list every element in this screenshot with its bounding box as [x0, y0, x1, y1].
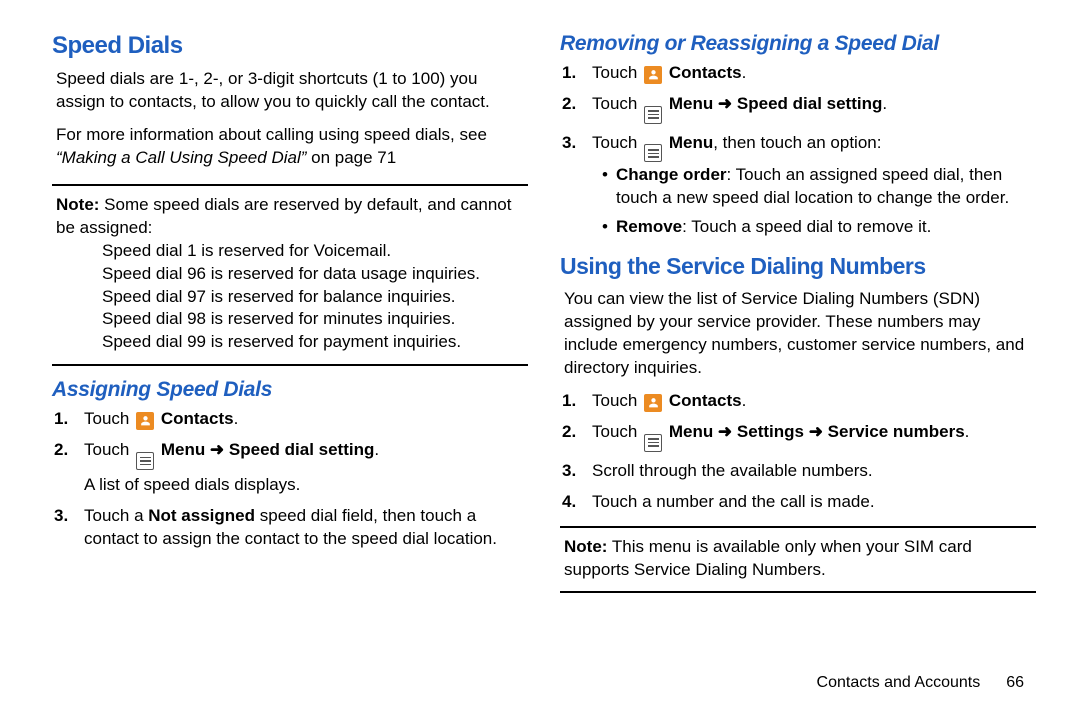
assign-steps: 1. Touch Contacts. 2. Touch Menu ➜ Speed…: [52, 408, 528, 559]
text-b: Not assigned: [148, 506, 255, 525]
note-text-2: This menu is available only when your SI…: [564, 537, 972, 579]
text-post: .: [742, 391, 747, 410]
intro2-post: on page 71: [306, 148, 396, 167]
text-b: Menu ➜ Settings ➜ Service numbers: [669, 422, 965, 441]
intro-paragraph-2: For more information about calling using…: [52, 124, 528, 170]
text-pre: Touch a: [84, 506, 148, 525]
text-pre: Touch: [592, 391, 642, 410]
note-line-2: Speed dial 96 is reserved for data usage…: [102, 263, 528, 286]
note-head: Note: Some speed dials are reserved by d…: [56, 194, 528, 240]
text-post: .: [965, 422, 970, 441]
assign-step-3: 3. Touch a Not assigned speed dial field…: [80, 505, 528, 551]
text-pre: Touch: [592, 94, 642, 113]
remove-step-3: 3. Touch Menu, then touch an option: Cha…: [588, 132, 1036, 240]
text-b: Contacts: [161, 409, 234, 428]
footer-section: Contacts and Accounts: [817, 674, 981, 692]
note-label-2: Note:: [564, 537, 607, 556]
page-footer: Contacts and Accounts 66: [817, 674, 1024, 692]
note-head-2: Note: This menu is available only when y…: [564, 536, 1036, 582]
text-post: .: [234, 409, 239, 428]
menu-icon: [644, 106, 662, 124]
step-sub: A list of speed dials displays.: [84, 474, 528, 497]
sdn-step-3: 3. Scroll through the available numbers.: [588, 460, 1036, 483]
text-pre: Touch: [84, 409, 134, 428]
page: Speed Dials Speed dials are 1-, 2-, or 3…: [0, 0, 1080, 720]
text-b: Contacts: [669, 391, 742, 410]
rule-1: [52, 184, 528, 186]
step-num: 3.: [54, 505, 68, 528]
text-post: , then touch an option:: [713, 133, 881, 152]
intro-paragraph-1: Speed dials are 1-, 2-, or 3-digit short…: [52, 68, 528, 114]
opt-b: Remove: [616, 217, 682, 236]
contacts-icon: [644, 66, 662, 84]
text-post: .: [882, 94, 887, 113]
step-num: 3.: [562, 132, 576, 155]
step-num: 1.: [54, 408, 68, 431]
opt-rest: : Touch a speed dial to remove it.: [682, 217, 931, 236]
note-block-1: Note: Some speed dials are reserved by d…: [52, 194, 528, 355]
note-line-1: Speed dial 1 is reserved for Voicemail.: [102, 240, 528, 263]
rule-2: [52, 364, 528, 366]
step-num: 1.: [562, 62, 576, 85]
right-column: Removing or Reassigning a Speed Dial 1. …: [560, 32, 1036, 704]
text-pre: Touch: [592, 422, 642, 441]
remove-options: Change order: Touch an assigned speed di…: [592, 164, 1036, 239]
sdn-step-4: 4. Touch a number and the call is made.: [588, 491, 1036, 514]
option-change-order: Change order: Touch an assigned speed di…: [602, 164, 1036, 210]
text-post: .: [374, 440, 379, 459]
step-num: 2.: [562, 421, 576, 444]
assign-step-2: 2. Touch Menu ➜ Speed dial setting. A li…: [80, 439, 528, 497]
text-pre: Touch: [592, 133, 642, 152]
assign-step-1: 1. Touch Contacts.: [80, 408, 528, 431]
step-num: 2.: [562, 93, 576, 116]
menu-icon: [644, 144, 662, 162]
step-num: 4.: [562, 491, 576, 514]
remove-step-2: 2. Touch Menu ➜ Speed dial setting.: [588, 93, 1036, 124]
note-label: Note:: [56, 195, 99, 214]
heading-sdn: Using the Service Dialing Numbers: [560, 253, 1036, 280]
rule-4: [560, 591, 1036, 593]
menu-icon: [644, 434, 662, 452]
note-lines: Speed dial 1 is reserved for Voicemail. …: [56, 240, 528, 355]
note-line-3: Speed dial 97 is reserved for balance in…: [102, 286, 528, 309]
contacts-icon: [644, 394, 662, 412]
step-num: 3.: [562, 460, 576, 483]
contacts-icon: [136, 412, 154, 430]
menu-icon: [136, 452, 154, 470]
step-num: 1.: [562, 390, 576, 413]
heading-removing: Removing or Reassigning a Speed Dial: [560, 32, 1036, 56]
step-num: 2.: [54, 439, 68, 462]
intro2-pre: For more information about calling using…: [56, 125, 487, 144]
text-post: .: [742, 63, 747, 82]
text: Scroll through the available numbers.: [592, 461, 873, 480]
sdn-steps: 1. Touch Contacts. 2. Touch Menu ➜ Setti…: [560, 390, 1036, 522]
footer-page: 66: [1006, 674, 1024, 692]
remove-steps: 1. Touch Contacts. 2. Touch Menu ➜ Speed…: [560, 62, 1036, 247]
note-line-4: Speed dial 98 is reserved for minutes in…: [102, 308, 528, 331]
heading-speed-dials: Speed Dials: [52, 32, 528, 60]
text-pre: Touch: [84, 440, 134, 459]
rule-3: [560, 526, 1036, 528]
note-text: Some speed dials are reserved by default…: [56, 195, 512, 237]
heading-assigning: Assigning Speed Dials: [52, 378, 528, 402]
text-b: Menu ➜ Speed dial setting: [161, 440, 375, 459]
text-b: Menu ➜ Speed dial setting: [669, 94, 883, 113]
note-line-5: Speed dial 99 is reserved for payment in…: [102, 331, 528, 354]
text-b: Menu: [669, 133, 713, 152]
note-block-2: Note: This menu is available only when y…: [560, 536, 1036, 582]
text-pre: Touch: [592, 63, 642, 82]
left-column: Speed Dials Speed dials are 1-, 2-, or 3…: [52, 32, 528, 704]
intro2-ref: “Making a Call Using Speed Dial”: [56, 148, 306, 167]
sdn-intro: You can view the list of Service Dialing…: [560, 288, 1036, 380]
option-remove: Remove: Touch a speed dial to remove it.: [602, 216, 1036, 239]
opt-b: Change order: [616, 165, 727, 184]
text-b: Contacts: [669, 63, 742, 82]
text: Touch a number and the call is made.: [592, 492, 875, 511]
remove-step-1: 1. Touch Contacts.: [588, 62, 1036, 85]
sdn-step-2: 2. Touch Menu ➜ Settings ➜ Service numbe…: [588, 421, 1036, 452]
sdn-step-1: 1. Touch Contacts.: [588, 390, 1036, 413]
